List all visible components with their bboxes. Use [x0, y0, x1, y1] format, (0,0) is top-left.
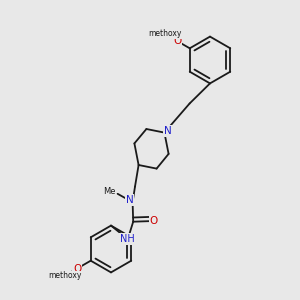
Text: N: N: [126, 195, 134, 205]
Text: O: O: [149, 216, 158, 226]
Text: Me: Me: [103, 187, 116, 196]
Text: methoxy: methoxy: [148, 29, 181, 38]
Text: O: O: [173, 36, 181, 46]
Text: NH: NH: [120, 234, 135, 244]
Text: N: N: [164, 126, 172, 136]
Text: O: O: [73, 263, 81, 274]
Text: methoxy: methoxy: [49, 271, 82, 280]
